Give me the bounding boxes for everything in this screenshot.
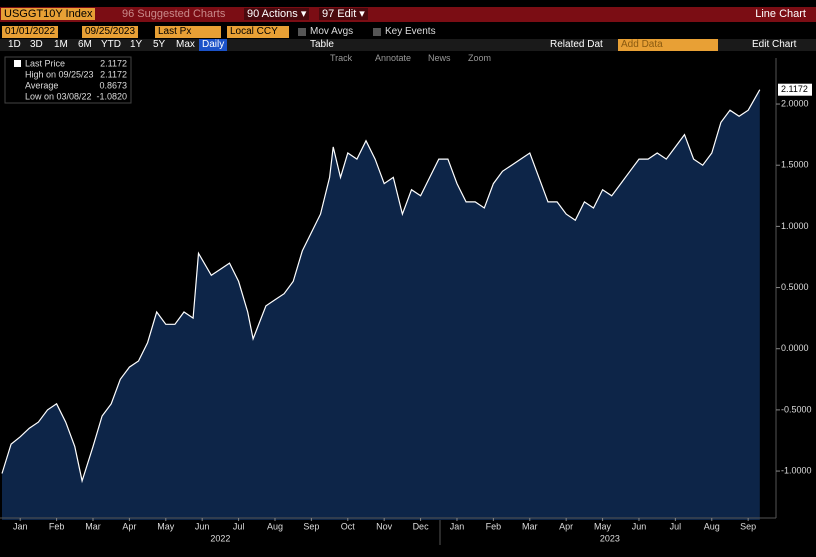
y-tick-label: 1.0000 xyxy=(781,221,809,231)
x-tick-label: Oct xyxy=(341,521,356,531)
period-button[interactable]: Max xyxy=(176,39,195,50)
line xyxy=(1,89,761,484)
x-tick-label: Feb xyxy=(49,521,65,531)
related-data[interactable]: Related Dat xyxy=(550,39,603,50)
x-tick-label: Jun xyxy=(632,521,647,531)
x-tick-label: Jul xyxy=(670,521,682,531)
legend-label: Average xyxy=(25,80,58,90)
chart-type: Line Chart xyxy=(755,8,806,20)
y-tick-label: 2.0000 xyxy=(781,98,809,108)
end-date[interactable]: 09/25/2023 xyxy=(82,26,139,38)
year-label: 2022 xyxy=(210,533,230,543)
table-button[interactable]: Table xyxy=(310,39,334,50)
x-tick-label: Aug xyxy=(267,521,283,531)
x-tick-label: Feb xyxy=(486,521,502,531)
x-tick-label: May xyxy=(157,521,175,531)
tool-button[interactable]: Zoom xyxy=(468,53,492,63)
y-tick-label: -1.0000 xyxy=(781,465,812,475)
x-tick-label: Sep xyxy=(740,521,756,531)
x-tick-label: Jun xyxy=(195,521,210,531)
legend-label: High on 09/25/23 xyxy=(25,69,94,79)
legend-value: 2.1172 xyxy=(100,58,127,68)
start-date[interactable]: 01/01/2022 xyxy=(2,26,59,38)
period-button[interactable]: YTD xyxy=(101,39,121,50)
key-events[interactable]: Key Events xyxy=(385,26,436,37)
x-tick-label: Jul xyxy=(233,521,245,531)
legend-label: Last Price xyxy=(25,58,65,68)
legend-swatch xyxy=(14,60,21,67)
y-tick-label: 1.5000 xyxy=(781,160,809,170)
x-tick-label: Aug xyxy=(704,521,720,531)
checkbox[interactable] xyxy=(373,28,381,36)
period-button[interactable]: 1D xyxy=(8,39,21,50)
legend-value: -1.0820 xyxy=(96,91,127,101)
period-button[interactable]: 1Y xyxy=(130,39,143,50)
y-tick-label: -0.5000 xyxy=(781,404,812,414)
add-data[interactable]: Add Data xyxy=(618,39,718,51)
tool-button[interactable]: Annotate xyxy=(375,53,412,63)
area xyxy=(2,89,760,520)
last-value-box xyxy=(778,83,812,96)
x-tick-label: Sep xyxy=(303,521,319,531)
actions-menu[interactable]: 90 Actions ▾ xyxy=(244,8,310,20)
edit-menu[interactable]: 97 Edit ▾ xyxy=(319,8,368,20)
x-tick-label: Jan xyxy=(13,521,28,531)
legend-box xyxy=(4,56,132,104)
frequency[interactable]: Daily xyxy=(199,39,228,51)
edit-chart[interactable]: Edit Chart xyxy=(752,39,797,50)
year-label: 2023 xyxy=(600,533,620,543)
x-tick-label: Apr xyxy=(122,521,136,531)
period-button[interactable]: 1M xyxy=(54,39,68,50)
x-tick-label: Apr xyxy=(559,521,573,531)
y-tick-label: 0.0000 xyxy=(781,343,809,353)
mov-avgs[interactable]: Mov Avgs xyxy=(310,26,354,37)
tool-button[interactable]: News xyxy=(428,53,451,63)
field[interactable]: Last Px xyxy=(155,26,221,38)
last-value-label: 2.1172 xyxy=(781,84,808,94)
x-tick-label: May xyxy=(594,521,612,531)
legend-value: 0.8673 xyxy=(99,80,127,90)
x-tick-label: Dec xyxy=(413,521,430,531)
suggested-charts[interactable]: 96 Suggested Charts xyxy=(122,8,226,20)
legend-label: Low on 03/08/22 xyxy=(25,91,92,101)
x-tick-label: Mar xyxy=(85,521,101,531)
period-button[interactable]: 6M xyxy=(78,39,92,50)
period-button[interactable]: 5Y xyxy=(153,39,166,50)
x-tick-label: Mar xyxy=(522,521,538,531)
y-tick-label: 0.5000 xyxy=(781,282,809,292)
x-tick-label: Jan xyxy=(450,521,465,531)
period-button[interactable]: 3D xyxy=(30,39,43,50)
currency[interactable]: Local CCY xyxy=(227,26,289,38)
ticker[interactable]: USGGT10Y Index xyxy=(1,8,96,20)
legend-value: 2.1172 xyxy=(100,69,127,79)
title-bar xyxy=(0,7,816,22)
checkbox[interactable] xyxy=(298,28,306,36)
tool-button[interactable]: Track xyxy=(330,53,353,63)
x-tick-label: Nov xyxy=(376,521,393,531)
